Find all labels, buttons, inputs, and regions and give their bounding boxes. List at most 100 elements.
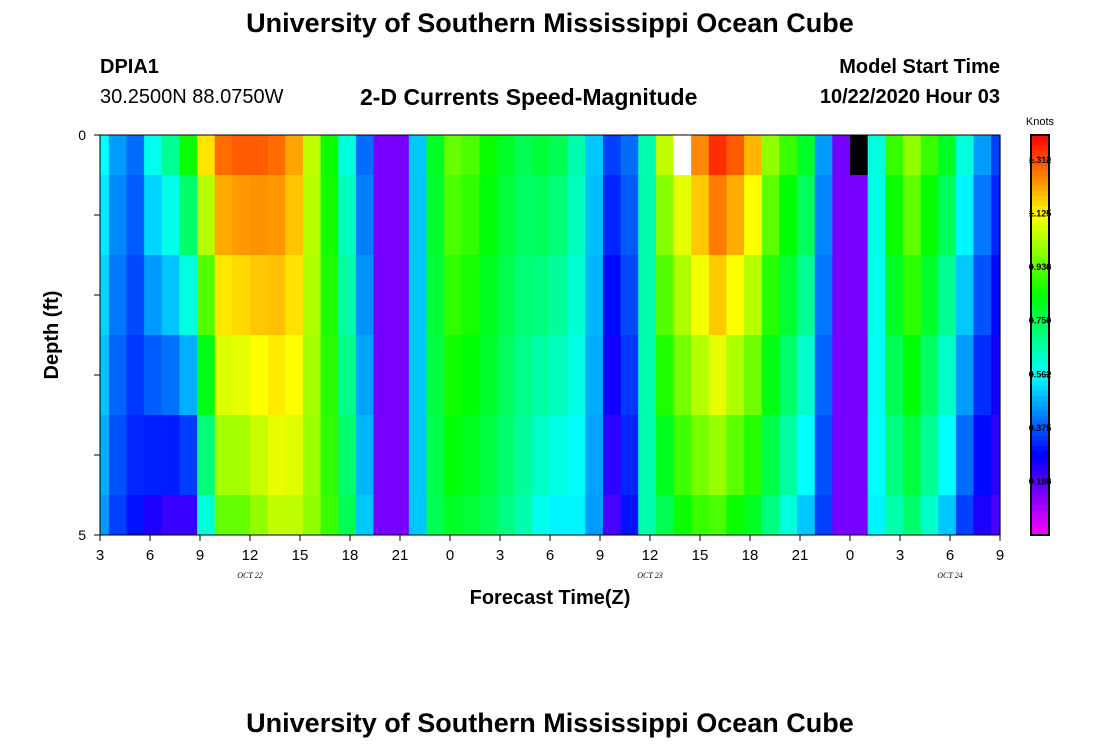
colorbar-segment (1031, 225, 1049, 231)
colorbar-tick-label: 0.375 (1029, 423, 1052, 433)
heatmap-cell (973, 255, 992, 336)
heatmap-cell (461, 335, 481, 416)
heatmap-cell (726, 255, 745, 336)
heatmap-cell (302, 415, 322, 496)
heatmap-cell (408, 175, 428, 256)
heatmap-cell (144, 135, 163, 176)
colorbar-tick-label: 0.562 (1029, 369, 1052, 379)
heatmap-cell (267, 135, 286, 176)
colorbar-segment (1031, 360, 1049, 366)
heatmap-cell (620, 135, 639, 176)
heatmap-cell (602, 255, 622, 336)
heatmap-cell (108, 495, 128, 536)
colorbar-segment (1031, 390, 1049, 396)
heatmap-cell (461, 495, 481, 536)
heatmap-cell (338, 255, 357, 336)
heatmap-cell (620, 335, 639, 416)
x-tick-label: 18 (342, 547, 359, 564)
heatmap-cell (250, 175, 269, 256)
heatmap-cell (867, 175, 886, 256)
x-tick-label: 18 (742, 547, 759, 564)
heatmap-cell (938, 175, 957, 256)
heatmap-cell (567, 255, 586, 336)
heatmap-cell (585, 175, 604, 256)
colorbar-segment (1031, 320, 1049, 326)
heatmap-cell (479, 175, 498, 256)
heatmap-cell (832, 135, 851, 176)
colorbar-tick-label: 1.125 (1029, 209, 1052, 219)
colorbar-segment (1031, 285, 1049, 291)
heatmap-cell (902, 335, 922, 416)
heatmap-cell (267, 335, 286, 416)
colorbar-segment (1031, 520, 1049, 526)
colorbar-segment (1031, 270, 1049, 276)
colorbar-segment (1031, 430, 1049, 436)
heatmap-cell (161, 175, 181, 256)
heatmap-cell (373, 175, 392, 256)
x-tick-label: 0 (846, 547, 854, 564)
colorbar-segment (1031, 405, 1049, 411)
y-tick-label: 5 (78, 527, 86, 543)
heatmap-cell (620, 255, 639, 336)
heatmap-cell (285, 335, 304, 416)
heatmap-cell (638, 335, 657, 416)
heatmap-cell (197, 415, 216, 496)
colorbar-segment (1031, 335, 1049, 341)
heatmap-cell (391, 335, 410, 416)
heatmap-cell (161, 415, 181, 496)
heatmap-cell (179, 175, 198, 256)
heatmap-cell (938, 495, 957, 536)
heatmap-cell (214, 135, 233, 176)
heatmap-cell (126, 135, 145, 176)
colorbar-segment (1031, 145, 1049, 151)
heatmap-cell (744, 415, 763, 496)
heatmap-cell (267, 255, 286, 336)
heatmap-cell (214, 255, 233, 336)
heatmap-cell (585, 415, 604, 496)
heatmap-cell (955, 175, 975, 256)
colorbar-segment (1031, 215, 1049, 221)
heatmap-cell (779, 335, 798, 416)
heatmap-cell (938, 415, 957, 496)
colorbar-segment (1031, 465, 1049, 471)
colorbar-segment (1031, 440, 1049, 446)
heatmap-cell (620, 495, 639, 536)
colorbar-segment (1031, 505, 1049, 511)
colorbar-segment (1031, 330, 1049, 336)
x-tick-label: 12 (242, 547, 259, 564)
heatmap-cell (408, 255, 428, 336)
heatmap-cell (391, 175, 410, 256)
heatmap-cell (320, 415, 339, 496)
heatmap-cell (708, 415, 728, 496)
heatmap-cell (444, 415, 463, 496)
colorbar-segment (1031, 300, 1049, 306)
colorbar-segment (1031, 445, 1049, 451)
colorbar-segment (1031, 275, 1049, 281)
heatmap-cell (532, 175, 551, 256)
heatmap-cell (673, 415, 692, 496)
colorbar-segment (1031, 230, 1049, 236)
page-title: University of Southern Mississippi Ocean… (246, 8, 854, 38)
heatmap-cell (338, 495, 357, 536)
heatmap-cell (461, 175, 481, 256)
heatmap-cell (797, 415, 816, 496)
heatmap-cell (426, 255, 445, 336)
heatmap-cell (620, 415, 639, 496)
x-tick-label: 6 (146, 547, 154, 564)
heatmap-cell (426, 495, 445, 536)
heatmap-cell (655, 415, 675, 496)
heatmap-cell (232, 495, 251, 536)
colorbar-segment (1031, 150, 1049, 156)
heatmap-cell (691, 255, 710, 336)
heatmap-cell (179, 495, 198, 536)
heatmap-cell (497, 335, 516, 416)
heatmap-cell (532, 495, 551, 536)
model-start-time: 10/22/2020 Hour 03 (819, 86, 1000, 108)
heatmap-cell (602, 415, 622, 496)
heatmap-cell (161, 255, 181, 336)
heatmap-cell (338, 415, 357, 496)
heatmap-cell (320, 335, 339, 416)
heatmap-cell (267, 415, 286, 496)
colorbar-segment (1031, 165, 1049, 171)
heatmap-cell (126, 335, 145, 416)
